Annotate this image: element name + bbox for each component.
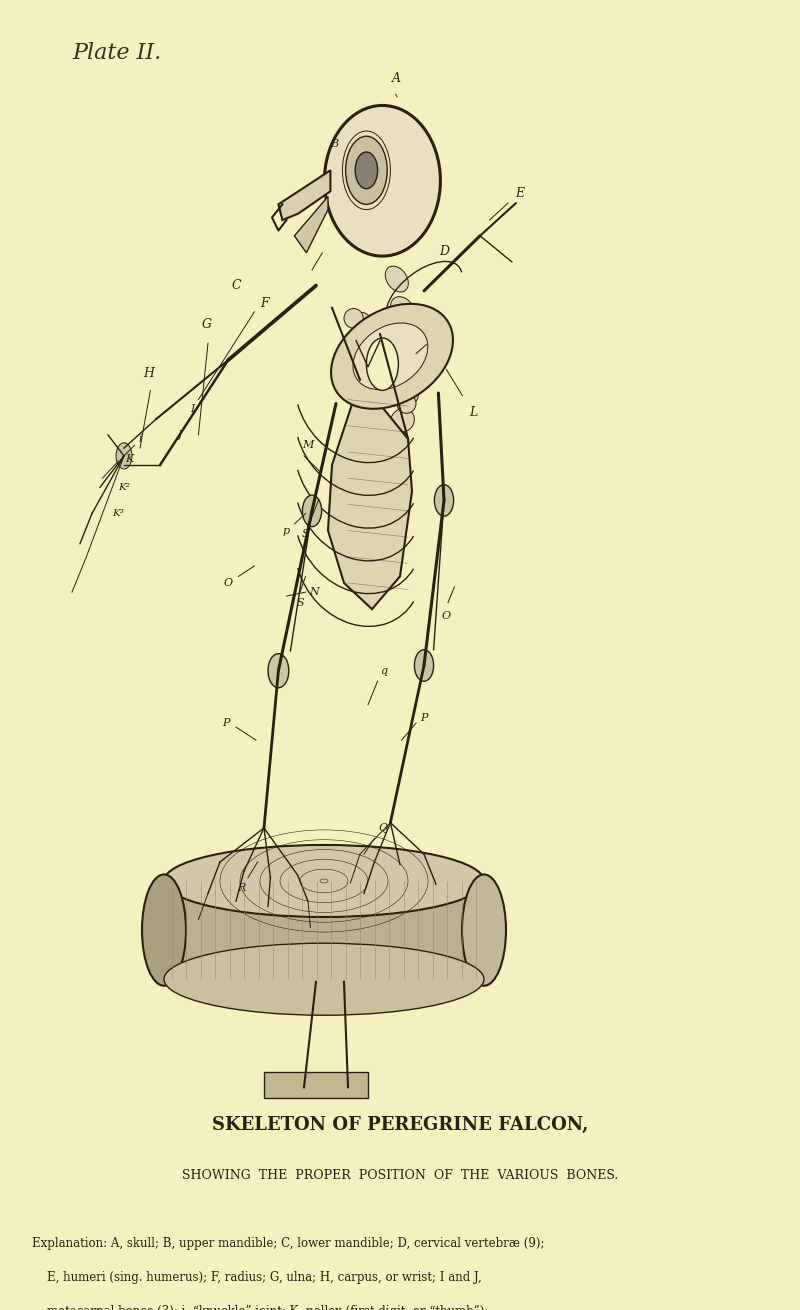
Ellipse shape [142, 875, 186, 986]
FancyBboxPatch shape [264, 1072, 368, 1098]
Ellipse shape [325, 105, 440, 257]
Ellipse shape [331, 304, 453, 409]
Text: C: C [231, 279, 241, 292]
Text: Q: Q [378, 823, 387, 833]
Ellipse shape [353, 324, 428, 389]
Text: N: N [309, 587, 318, 597]
Ellipse shape [344, 309, 363, 329]
Ellipse shape [362, 320, 382, 341]
Text: L: L [470, 406, 478, 419]
Text: Plate II.: Plate II. [72, 42, 162, 64]
Text: SKELETON OF PEREGRINE FALCON,: SKELETON OF PEREGRINE FALCON, [212, 1116, 588, 1134]
Text: K: K [126, 453, 134, 464]
Text: E, humeri (sing. humerus); F, radius; G, ulna; H, carpus, or wrist; I and J,: E, humeri (sing. humerus); F, radius; G,… [32, 1271, 482, 1284]
Ellipse shape [375, 466, 398, 493]
Ellipse shape [390, 371, 410, 390]
Ellipse shape [390, 409, 414, 432]
Ellipse shape [394, 383, 418, 406]
Text: E: E [515, 187, 525, 200]
Text: D: D [439, 245, 449, 258]
Text: I: I [190, 403, 194, 414]
Text: F: F [260, 297, 268, 310]
Text: q: q [381, 665, 387, 676]
Ellipse shape [390, 296, 414, 322]
Ellipse shape [394, 326, 418, 350]
Ellipse shape [378, 449, 402, 476]
Text: A: A [392, 72, 402, 85]
Ellipse shape [397, 393, 416, 414]
Text: metacarpal bones (3); i, “knuckle” joint; K, pollex (first digit, or “thumb”);: metacarpal bones (3); i, “knuckle” joint… [32, 1305, 488, 1310]
Circle shape [116, 443, 132, 469]
Text: R: R [238, 883, 246, 893]
Ellipse shape [382, 350, 402, 371]
Text: O: O [223, 578, 233, 588]
Text: G: G [202, 318, 211, 331]
Ellipse shape [352, 312, 371, 333]
Text: i: i [138, 434, 142, 444]
Ellipse shape [373, 333, 392, 354]
Text: Explanation: A, skull; B, upper mandible; C, lower mandible; D, cervical vertebr: Explanation: A, skull; B, upper mandible… [32, 1237, 545, 1250]
Text: B: B [330, 139, 338, 149]
Polygon shape [294, 196, 328, 253]
Text: O: O [442, 610, 451, 621]
Text: M: M [302, 440, 314, 451]
Circle shape [414, 650, 434, 681]
Ellipse shape [164, 845, 484, 917]
Text: P: P [222, 718, 230, 728]
Text: K²: K² [118, 483, 130, 491]
Circle shape [346, 136, 387, 204]
Text: H: H [143, 367, 154, 380]
Ellipse shape [385, 431, 409, 455]
Text: S: S [302, 529, 310, 540]
Polygon shape [328, 380, 412, 609]
Circle shape [302, 495, 322, 527]
Text: J: J [178, 430, 182, 440]
Text: S: S [296, 597, 304, 608]
Circle shape [434, 485, 454, 516]
Ellipse shape [396, 355, 420, 379]
Ellipse shape [164, 943, 484, 1015]
Text: SHOWING  THE  PROPER  POSITION  OF  THE  VARIOUS  BONES.: SHOWING THE PROPER POSITION OF THE VARIO… [182, 1169, 618, 1182]
Text: p: p [283, 525, 290, 536]
Polygon shape [164, 882, 484, 980]
Text: P: P [420, 713, 428, 723]
Ellipse shape [462, 875, 506, 986]
Text: K³: K³ [113, 510, 124, 517]
Circle shape [366, 338, 398, 390]
Circle shape [355, 152, 378, 189]
Circle shape [268, 654, 289, 688]
Ellipse shape [386, 266, 408, 292]
Polygon shape [278, 170, 330, 220]
